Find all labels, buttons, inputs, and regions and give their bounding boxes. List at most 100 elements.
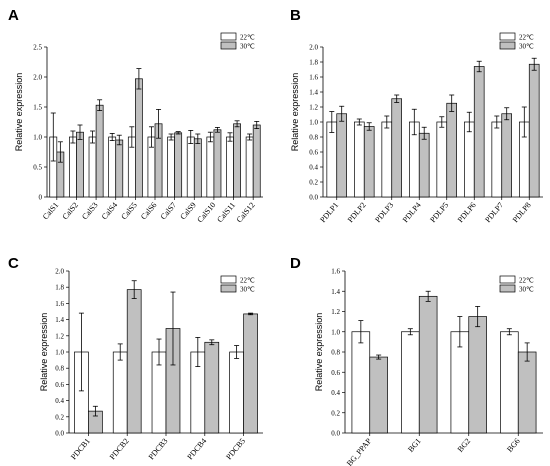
y-axis-label: Relative expression bbox=[314, 313, 324, 392]
legend: 22℃ 30℃ bbox=[220, 275, 255, 294]
legend: 22℃ 30℃ bbox=[220, 32, 255, 51]
bar-pdcb4-30c bbox=[204, 341, 220, 434]
y-tick-label: 0.4 bbox=[55, 397, 64, 405]
y-tick-label: 2.0 bbox=[55, 268, 64, 276]
bar-pdlp5-22c bbox=[436, 121, 448, 198]
x-tick-label: PDLP8 bbox=[511, 201, 533, 225]
y-tick-label: 0.2 bbox=[331, 409, 340, 417]
bar-bg1-22c bbox=[401, 331, 420, 434]
x-tick-label: PDLP7 bbox=[483, 201, 505, 225]
legend-label-22c: 22℃ bbox=[519, 34, 534, 42]
bar-cals2-22c bbox=[69, 136, 77, 198]
bar-pdlp7-30c bbox=[501, 113, 512, 198]
y-tick-label: 0.8 bbox=[309, 134, 318, 142]
y-tick-label: 1.6 bbox=[309, 74, 318, 82]
x-tick-label: CalS4 bbox=[100, 201, 119, 222]
y-tick-label: 0.8 bbox=[55, 365, 64, 373]
legend-swatch-22c bbox=[499, 275, 516, 284]
bar-cals12-22c bbox=[245, 136, 254, 198]
bar-bg6-22c bbox=[500, 331, 519, 434]
bar-pdcb5-22c bbox=[229, 351, 244, 434]
legend: 22℃ 30℃ bbox=[499, 32, 534, 51]
bar-bg2-30c bbox=[468, 316, 487, 434]
panel-c: C Relative expression 22℃ 30℃ 0.0 0.2 0.4 0… bbox=[8, 255, 263, 461]
legend-label-30c: 30℃ bbox=[240, 286, 255, 294]
bar-cals11-22c bbox=[226, 136, 234, 198]
y-tick-label: 0.4 bbox=[309, 164, 318, 172]
bar-pdlp8-30c bbox=[528, 63, 540, 198]
bar-pdlp2-22c bbox=[354, 121, 365, 198]
y-tick-label: 0.2 bbox=[55, 413, 64, 421]
bar-pdlp3-22c bbox=[381, 121, 393, 198]
bar-cals7-22c bbox=[167, 136, 175, 198]
bar-pdlp6-30c bbox=[473, 66, 485, 198]
x-tick-label: CalS3 bbox=[80, 201, 99, 222]
x-tick-label: CalS6 bbox=[139, 201, 158, 222]
legend-swatch-30c bbox=[499, 41, 516, 50]
legend-label-30c: 30℃ bbox=[240, 43, 255, 51]
bar-cals12-30c bbox=[252, 124, 261, 198]
x-tick-label: PDLP4 bbox=[401, 201, 423, 225]
legend-swatch-30c bbox=[220, 284, 237, 293]
y-axis-label: Relative expression bbox=[290, 73, 300, 152]
y-tick-label: 1.4 bbox=[331, 288, 340, 296]
y-tick-label: 1.0 bbox=[33, 134, 42, 142]
x-tick-label: PDCB4 bbox=[185, 437, 208, 462]
y-tick-label: 0.0 bbox=[309, 194, 318, 202]
panel-d: D Relative expression 22℃ 30℃ 0.0 0.2 0.4 0… bbox=[290, 255, 543, 466]
panel-letter: B bbox=[290, 7, 301, 24]
y-tick-label: 1.8 bbox=[55, 284, 64, 292]
x-tick-label: CalS10 bbox=[195, 201, 217, 225]
y-tick-label: 2.0 bbox=[309, 44, 318, 52]
x-tick-label: PDCB5 bbox=[224, 437, 247, 462]
bar-cals4-22c bbox=[108, 136, 117, 198]
bar-pdcb2-22c bbox=[112, 351, 128, 434]
y-tick-label: 1.4 bbox=[309, 89, 318, 97]
y-tick-label: 0.6 bbox=[309, 149, 318, 157]
x-tick-label: PDCB2 bbox=[108, 437, 131, 462]
y-tick-label: 0.8 bbox=[331, 349, 340, 357]
bar-cals9-30c bbox=[193, 138, 202, 198]
bar-cals9-22c bbox=[186, 136, 195, 198]
x-tick-label: CalS12 bbox=[235, 201, 257, 225]
x-tick-label: BG6 bbox=[505, 437, 522, 454]
y-tick-label: 0.0 bbox=[331, 430, 340, 438]
y-tick-label: 0.5 bbox=[33, 164, 42, 172]
bar-cals5-30c bbox=[135, 78, 143, 198]
y-tick-label: 1.2 bbox=[331, 308, 340, 316]
bar-pdcb2-30c bbox=[126, 289, 142, 434]
bar-pdlp1-22c bbox=[326, 121, 338, 198]
legend-swatch-30c bbox=[499, 284, 516, 293]
x-tick-label: PDLP6 bbox=[456, 201, 478, 225]
bar-cals3-30c bbox=[95, 104, 104, 198]
legend: 22℃ 30℃ bbox=[499, 275, 534, 294]
y-tick-label: 2.5 bbox=[33, 44, 42, 52]
x-tick-label: PDCB3 bbox=[147, 437, 170, 462]
legend-swatch-22c bbox=[220, 275, 237, 284]
y-tick-label: 1.0 bbox=[55, 349, 64, 357]
y-tick-label: 0.6 bbox=[331, 369, 340, 377]
y-tick-label: 0.6 bbox=[55, 381, 64, 389]
y-axis-label: Relative expression bbox=[14, 73, 24, 152]
bar-cals7-30c bbox=[174, 132, 183, 198]
bar-pdlp4-30c bbox=[418, 132, 430, 198]
y-tick-label: 1.0 bbox=[331, 328, 340, 336]
y-tick-label: 1.6 bbox=[331, 268, 340, 276]
bar-pdcb5-30c bbox=[243, 313, 258, 434]
x-tick-label: CalS5 bbox=[119, 201, 138, 222]
panel-letter: A bbox=[8, 7, 19, 24]
y-tick-label: 1.4 bbox=[55, 316, 64, 324]
x-tick-label: CalS1 bbox=[41, 201, 60, 222]
y-tick-label: 2.0 bbox=[33, 74, 42, 82]
panel-b: B Relative expression 22℃ 30℃ 0.0 0.2 0.4 0… bbox=[290, 7, 543, 224]
legend-label-22c: 22℃ bbox=[519, 277, 534, 285]
panel-letter: D bbox=[290, 255, 301, 272]
bar-cals2-30c bbox=[76, 131, 84, 198]
legend-label-22c: 22℃ bbox=[240, 34, 255, 42]
x-tick-label: BG2 bbox=[456, 437, 473, 454]
x-tick-label: PDLP5 bbox=[428, 201, 450, 225]
bar-pdlp6-22c bbox=[464, 121, 475, 198]
y-tick-label: 1.2 bbox=[309, 104, 318, 112]
y-tick-label: 0.0 bbox=[55, 430, 64, 438]
